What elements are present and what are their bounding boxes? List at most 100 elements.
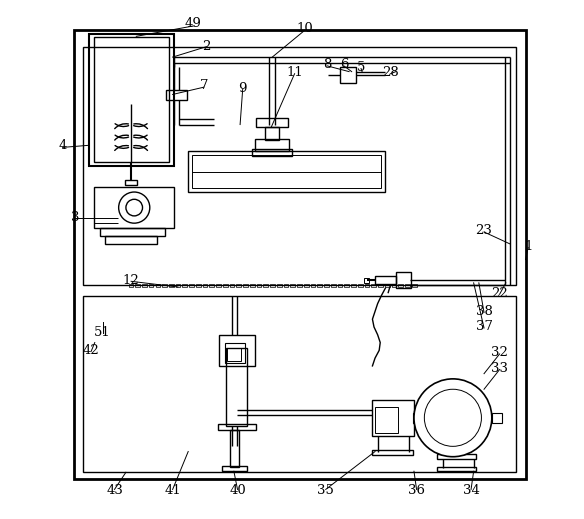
Bar (227, 348, 241, 361)
Bar (297, 284, 302, 287)
Bar (396, 272, 411, 288)
Bar (256, 118, 288, 127)
Bar (182, 284, 187, 287)
Bar (324, 284, 329, 287)
Bar (142, 284, 147, 287)
Bar (218, 424, 256, 430)
Bar (196, 284, 201, 287)
Text: 6: 6 (340, 58, 348, 72)
Bar (345, 284, 349, 287)
Text: 9: 9 (238, 81, 247, 95)
Bar (378, 284, 383, 287)
Bar (250, 284, 255, 287)
Bar (311, 284, 315, 287)
Bar (265, 127, 279, 140)
Text: 40: 40 (229, 484, 246, 497)
Bar (304, 284, 308, 287)
Text: 7: 7 (200, 79, 208, 92)
Text: 23: 23 (475, 224, 492, 238)
Bar (223, 284, 228, 287)
Text: 43: 43 (106, 484, 123, 497)
Bar (284, 284, 288, 287)
Text: 4: 4 (58, 139, 67, 152)
Bar (128, 284, 133, 287)
Bar (135, 284, 140, 287)
Bar (373, 400, 414, 436)
Text: 12: 12 (123, 274, 140, 287)
Bar (226, 348, 247, 426)
Bar (413, 413, 440, 423)
Text: 49: 49 (185, 17, 202, 30)
Bar (290, 284, 295, 287)
Bar (100, 228, 165, 236)
Bar (84, 296, 516, 472)
Bar (210, 284, 214, 287)
Text: 51: 51 (94, 325, 111, 339)
Bar (375, 407, 398, 433)
Bar (331, 284, 336, 287)
Bar (74, 30, 526, 479)
Bar (252, 149, 292, 156)
Circle shape (425, 389, 481, 446)
Bar (405, 284, 410, 287)
Bar (230, 430, 239, 467)
Bar (155, 284, 160, 287)
Text: 42: 42 (83, 344, 99, 357)
Text: 28: 28 (383, 66, 399, 79)
Circle shape (414, 379, 492, 457)
Bar (89, 34, 174, 166)
Text: 22: 22 (491, 286, 508, 300)
Bar (437, 454, 476, 459)
Bar (166, 90, 187, 100)
Bar (224, 343, 245, 363)
Bar (318, 284, 322, 287)
Bar (364, 278, 369, 283)
Text: 37: 37 (475, 320, 492, 334)
Bar (189, 284, 194, 287)
Text: 2: 2 (202, 40, 211, 53)
Bar (230, 284, 234, 287)
Bar (84, 47, 516, 285)
Bar (263, 284, 268, 287)
Bar (371, 284, 376, 287)
Bar (203, 284, 207, 287)
Bar (375, 276, 396, 284)
Circle shape (119, 192, 150, 223)
Bar (255, 139, 289, 151)
Bar (222, 466, 247, 471)
Circle shape (126, 199, 142, 216)
Text: 32: 32 (491, 346, 508, 360)
Text: 3: 3 (71, 211, 79, 225)
Text: 33: 33 (491, 362, 508, 375)
Bar (94, 37, 169, 162)
Bar (257, 284, 262, 287)
Text: 8: 8 (323, 58, 332, 72)
Bar (277, 284, 281, 287)
Bar (412, 284, 416, 287)
Bar (338, 284, 342, 287)
Text: 35: 35 (317, 484, 334, 497)
Bar (385, 284, 390, 287)
Text: 10: 10 (297, 22, 314, 35)
Bar (94, 187, 174, 228)
Bar (216, 284, 221, 287)
Bar (392, 284, 397, 287)
Text: 41: 41 (164, 484, 181, 497)
Bar (373, 450, 413, 455)
Bar (105, 236, 157, 244)
Bar (169, 284, 173, 287)
Text: 36: 36 (408, 484, 425, 497)
Bar (220, 335, 255, 366)
Bar (364, 284, 369, 287)
Bar (340, 67, 356, 83)
Bar (188, 151, 385, 192)
Bar (398, 284, 403, 287)
Bar (437, 467, 476, 471)
Bar (176, 284, 180, 287)
Bar (270, 284, 275, 287)
Bar (162, 284, 167, 287)
Bar (358, 284, 363, 287)
Bar (149, 284, 154, 287)
Bar (192, 155, 381, 188)
Text: 34: 34 (463, 484, 479, 497)
